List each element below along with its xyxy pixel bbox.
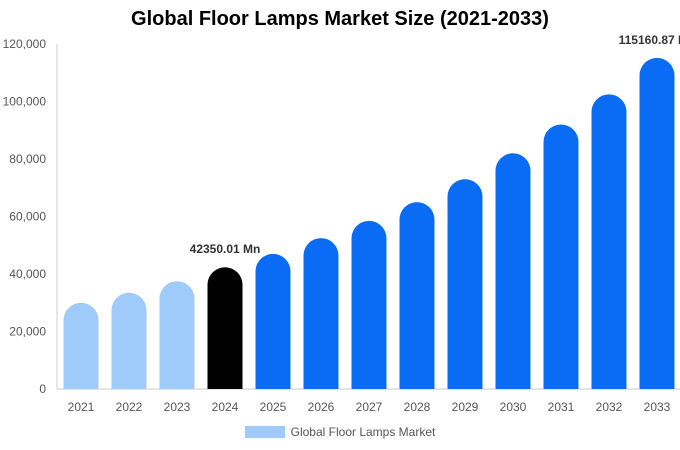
bar[interactable] — [63, 302, 99, 389]
bar[interactable] — [447, 179, 483, 389]
x-tick-label: 2031 — [548, 400, 575, 414]
bar[interactable] — [159, 281, 195, 389]
x-tick-label: 2021 — [68, 400, 95, 414]
x-tick-label: 2024 — [212, 400, 239, 414]
data-label: 115160.87 Mn — [619, 33, 680, 47]
x-tick-label: 2033 — [644, 400, 671, 414]
y-tick-label: 80,000 — [9, 152, 46, 166]
x-tick-label: 2030 — [500, 400, 527, 414]
x-tick-label: 2027 — [356, 400, 383, 414]
legend[interactable]: Global Floor Lamps Market — [0, 425, 680, 439]
y-tick-label: 40,000 — [9, 267, 46, 281]
bar[interactable] — [399, 202, 435, 389]
legend-label: Global Floor Lamps Market — [290, 425, 436, 439]
y-tick-label: 120,000 — [3, 37, 47, 51]
y-tick-label: 20,000 — [9, 325, 46, 339]
y-tick-label: 100,000 — [3, 95, 47, 109]
x-tick-label: 2029 — [452, 400, 479, 414]
legend-swatch — [244, 426, 285, 438]
data-label: 42350.01 Mn — [190, 242, 261, 256]
x-tick-label: 2026 — [308, 400, 335, 414]
x-tick-label: 2022 — [116, 400, 143, 414]
bar[interactable] — [207, 267, 243, 389]
bar[interactable] — [111, 292, 147, 389]
bar[interactable] — [543, 124, 579, 389]
bar[interactable] — [303, 238, 339, 389]
chart-title: Global Floor Lamps Market Size (2021-203… — [131, 8, 549, 30]
bar[interactable] — [591, 94, 627, 389]
bar[interactable] — [255, 253, 291, 389]
x-tick-label: 2023 — [164, 400, 191, 414]
bar[interactable] — [351, 220, 387, 389]
bar[interactable] — [495, 153, 531, 389]
x-tick-label: 2032 — [596, 400, 623, 414]
y-tick-label: 60,000 — [9, 210, 46, 224]
x-tick-label: 2025 — [260, 400, 287, 414]
y-tick-label: 0 — [39, 382, 46, 396]
x-tick-label: 2028 — [404, 400, 431, 414]
bar[interactable] — [639, 57, 675, 389]
